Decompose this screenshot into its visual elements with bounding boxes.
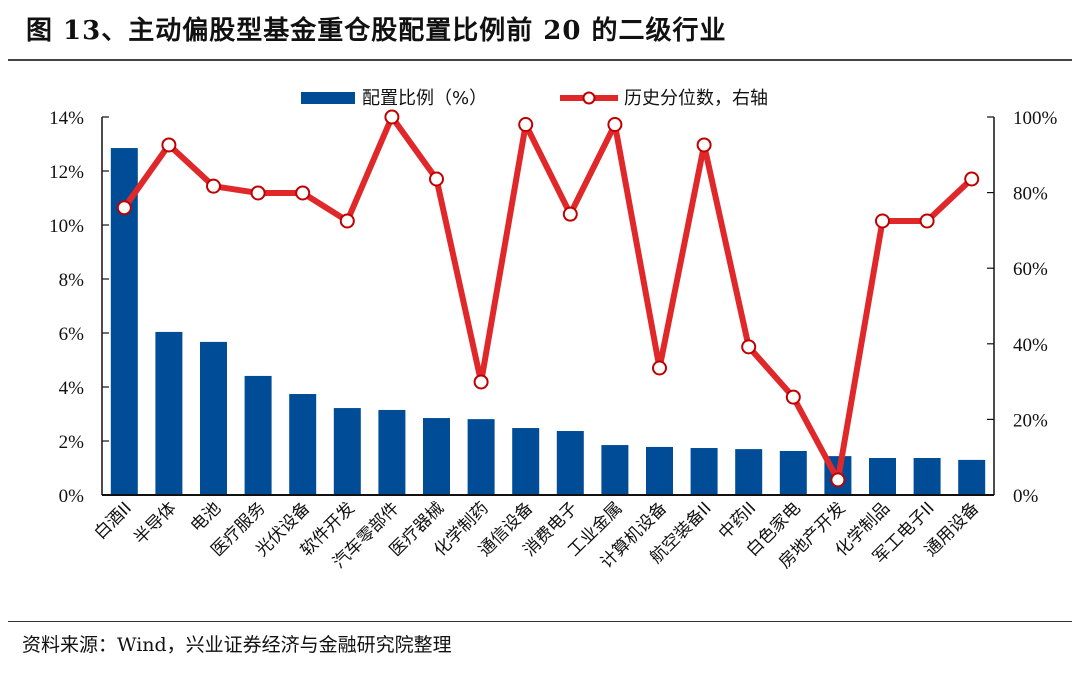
bar-军工电子II: [913, 458, 941, 495]
marker-电池: [206, 178, 221, 194]
marker-白酒II: [116, 200, 132, 216]
marker-计算机设备: [652, 360, 667, 376]
left-tick-label: 14%: [49, 108, 84, 129]
right-tick-label: 60%: [1013, 259, 1048, 280]
marker-消费电子: [562, 206, 578, 222]
bar-化学制药: [467, 419, 495, 495]
left-tick-label: 10%: [49, 216, 84, 237]
legend-bar-swatch: [301, 92, 355, 104]
bar-工业金属: [601, 445, 629, 495]
left-tick-label: 4%: [59, 378, 85, 399]
marker-房地产开发: [830, 472, 846, 488]
bar-计算机设备: [646, 446, 673, 495]
category-label: 电池: [187, 498, 225, 536]
bar-白色家电: [779, 450, 807, 495]
marker-光伏设备: [295, 185, 311, 201]
bar-消费电子: [556, 431, 584, 495]
left-tick-label: 12%: [49, 162, 84, 183]
left-tick-label: 2%: [59, 432, 85, 453]
bar-半导体: [155, 331, 183, 495]
marker-通用设备: [964, 171, 980, 187]
bar-白酒II: [110, 148, 138, 496]
source-divider: [8, 621, 1072, 622]
left-tick-label: 6%: [59, 324, 85, 345]
bar-光伏设备: [289, 394, 317, 495]
marker-医疗器械: [429, 171, 444, 187]
left-tick-label: 0%: [59, 486, 85, 507]
legend-bar-label: 配置比例（%）: [362, 88, 487, 109]
marker-半导体: [161, 137, 177, 153]
bar-化学制品: [869, 458, 896, 495]
marker-白色家电: [785, 389, 801, 405]
right-tick-label: 20%: [1013, 410, 1048, 431]
bar-通信设备: [512, 428, 540, 495]
bar-医疗器械: [423, 418, 450, 495]
legend-marker-icon: [582, 91, 596, 105]
right-tick-label: 100%: [1013, 108, 1058, 129]
bar-航空装备II: [690, 448, 718, 495]
chart-area: 0% 2% 4% 6% 8% 10% 12% 14% 0% 20% 40% 60% 80% 100% 白酒I…: [49, 88, 1058, 573]
title-divider: [8, 59, 1072, 61]
marker-工业金属: [607, 117, 623, 133]
bar-中药II: [735, 449, 763, 495]
marker-军工电子II: [919, 213, 935, 229]
marker-软件开发: [339, 213, 355, 229]
bar-医疗服务: [244, 375, 272, 495]
chart-title: 图 13、主动偏股型基金重仓股配置比例前 20 的二级行业: [26, 16, 727, 46]
bar-电池: [200, 341, 227, 495]
bar-软件开发: [333, 408, 361, 495]
marker-化学制品: [875, 213, 890, 229]
bar-汽车零部件: [378, 409, 406, 495]
right-tick-label: 0%: [1013, 486, 1039, 507]
right-tick-label: 80%: [1013, 184, 1048, 205]
marker-医疗服务: [250, 185, 266, 201]
category-label: 白酒II: [91, 498, 136, 543]
category-label: 半导体: [130, 498, 180, 548]
marker-化学制药: [473, 374, 489, 390]
legend-line-label: 历史分位数，右轴: [624, 88, 768, 109]
left-tick-label: 8%: [59, 270, 85, 291]
marker-汽车零部件: [384, 109, 400, 125]
source-note: 资料来源：Wind，兴业证券经济与金融研究院整理: [22, 634, 452, 656]
bar-通用设备: [958, 459, 986, 495]
marker-中药II: [741, 339, 757, 355]
marker-通信设备: [518, 117, 534, 133]
right-tick-label: 40%: [1013, 335, 1048, 356]
marker-航空装备II: [696, 137, 712, 153]
